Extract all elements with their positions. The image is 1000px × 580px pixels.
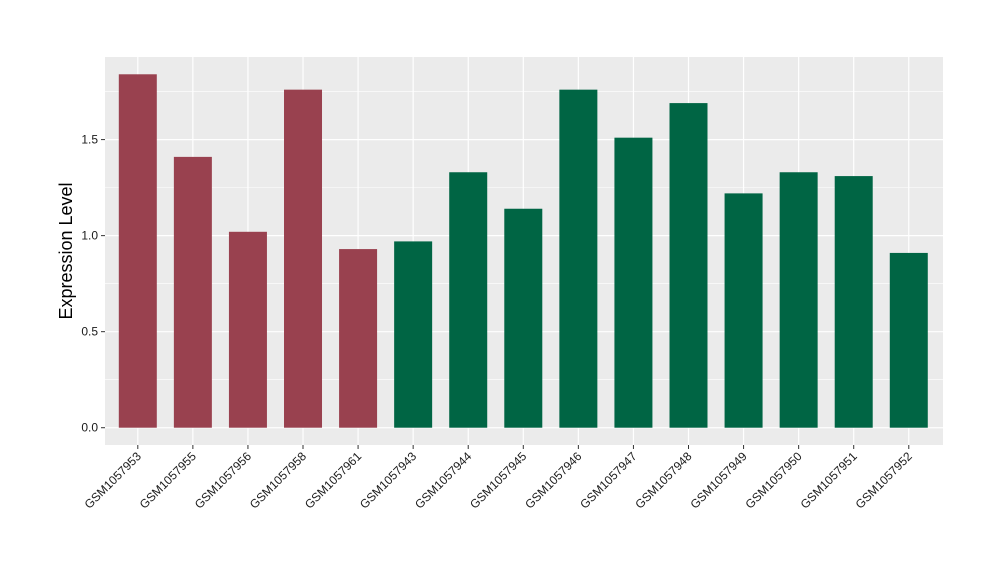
x-tick-label: GSM1057955 — [137, 449, 199, 511]
y-axis: 0.0 0.5 1.0 1.5 — [81, 133, 105, 435]
bar — [118, 74, 157, 428]
x-tick-label: GSM1057956 — [192, 449, 254, 511]
x-tick-label: GSM1057951 — [798, 449, 860, 511]
x-axis: GSM1057953GSM1057955GSM1057956GSM1057958… — [82, 445, 915, 511]
bar — [614, 137, 653, 428]
x-tick-label: GSM1057958 — [247, 449, 309, 511]
bar — [834, 176, 873, 428]
x-tick-label: GSM1057946 — [522, 449, 584, 511]
x-tick-label: GSM1057943 — [357, 449, 419, 511]
y-tick-label: 1.5 — [81, 133, 98, 147]
x-tick-label: GSM1057949 — [687, 449, 749, 511]
bar — [339, 249, 378, 428]
bar — [669, 103, 708, 428]
x-tick-label: GSM1057948 — [632, 449, 694, 511]
bar — [779, 172, 818, 428]
bar — [284, 89, 323, 428]
x-tick-label: GSM1057952 — [853, 449, 915, 511]
x-tick-label: GSM1057945 — [467, 449, 529, 511]
x-tick-label: GSM1057953 — [82, 449, 144, 511]
y-tick-label: 0.5 — [81, 325, 98, 339]
x-tick-label: GSM1057961 — [302, 449, 364, 511]
bar — [449, 172, 488, 428]
bar — [889, 252, 928, 428]
bar — [504, 208, 543, 428]
x-tick-label: GSM1057947 — [577, 449, 639, 511]
x-tick-label: GSM1057950 — [742, 449, 804, 511]
y-axis-title: Expression Level — [56, 182, 76, 319]
bar — [173, 156, 212, 428]
bar — [559, 89, 598, 428]
x-tick-label: GSM1057944 — [412, 449, 474, 511]
bars — [118, 74, 928, 428]
y-tick-label: 0.0 — [81, 421, 98, 435]
bar — [394, 241, 433, 428]
y-tick-label: 1.0 — [81, 229, 98, 243]
bar — [228, 231, 267, 428]
bar — [724, 193, 763, 428]
